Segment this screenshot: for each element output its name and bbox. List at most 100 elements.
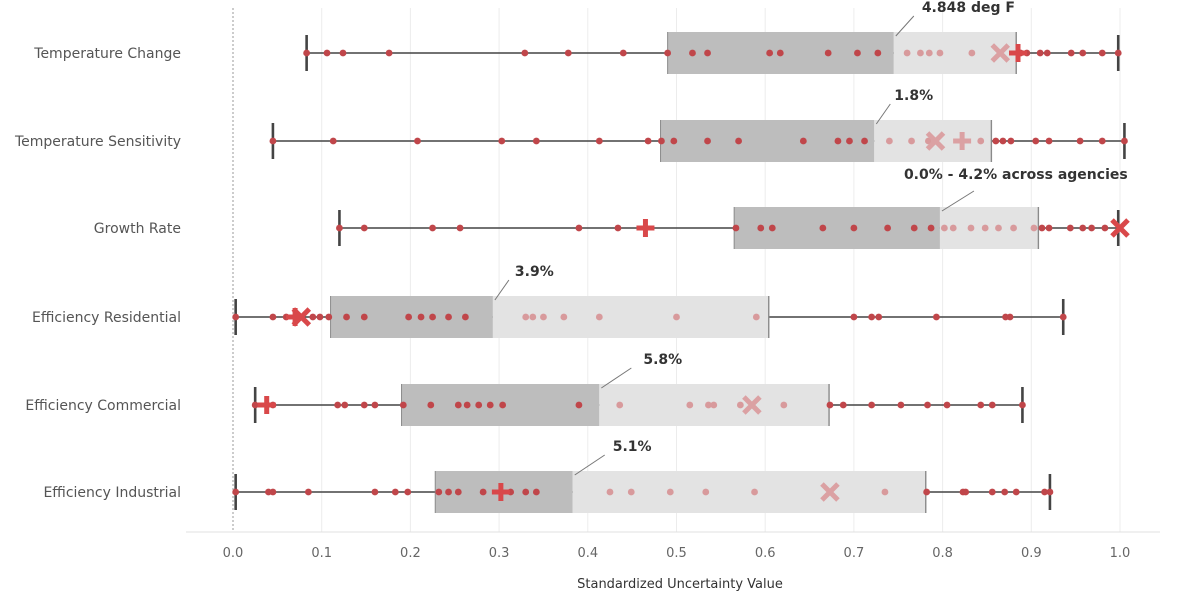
data-point: [316, 313, 324, 321]
data-point: [627, 488, 635, 496]
data-point: [1041, 488, 1049, 496]
data-point: [323, 49, 331, 57]
data-point: [710, 401, 718, 409]
box-upper-half: [893, 32, 1017, 74]
data-point: [981, 224, 989, 232]
data-point: [325, 313, 333, 321]
data-point: [897, 401, 905, 409]
data-point: [702, 488, 710, 496]
data-point: [936, 49, 944, 57]
annotation-leader: [941, 190, 975, 212]
x-tick-label: 0.5: [666, 546, 687, 561]
median-annotation: 3.9%: [515, 264, 554, 280]
x-tick-label: 0.6: [755, 546, 776, 561]
plus-marker: [636, 219, 655, 237]
data-point: [925, 49, 933, 57]
data-point: [1019, 401, 1026, 409]
data-point: [360, 224, 368, 232]
data-point: [404, 488, 412, 496]
data-point: [1046, 488, 1054, 496]
x-tick-label: 0.3: [489, 546, 510, 561]
data-point: [846, 137, 853, 145]
data-point: [560, 313, 568, 321]
box-row: 0.0% - 4.2% across agencies: [336, 167, 1130, 249]
grid-layer: [186, 8, 1160, 533]
category-label: Efficiency Industrial: [43, 485, 181, 501]
x-tick-label: 0.9: [1021, 546, 1042, 561]
data-point: [360, 401, 368, 409]
data-point: [977, 401, 985, 409]
data-point: [1030, 224, 1038, 232]
data-point: [735, 137, 742, 145]
data-point: [977, 137, 985, 145]
data-point: [1076, 137, 1084, 145]
data-point: [884, 224, 892, 232]
data-point: [704, 49, 711, 57]
data-point: [429, 224, 436, 232]
category-label: Growth Rate: [94, 221, 181, 237]
category-label: Temperature Sensitivity: [14, 134, 181, 150]
data-point: [968, 49, 976, 57]
box-lower-half: [660, 120, 875, 162]
data-point: [736, 401, 744, 409]
data-point: [988, 488, 996, 496]
box-upper-half: [492, 296, 769, 338]
data-point: [664, 49, 672, 57]
data-point: [885, 137, 893, 145]
data-point: [529, 313, 537, 321]
category-label: Efficiency Residential: [32, 310, 181, 326]
data-point: [666, 488, 674, 496]
data-point: [925, 137, 932, 145]
data-point: [595, 313, 603, 321]
data-point: [850, 224, 858, 232]
data-point: [454, 488, 462, 496]
data-point: [752, 313, 760, 321]
rows-layer: 4.848 deg F 1.8% 0.0% - 4.2% across agenci…: [232, 0, 1130, 513]
x-marker: [990, 43, 1011, 63]
data-point: [1079, 49, 1087, 57]
data-point: [704, 137, 711, 145]
data-point: [943, 401, 951, 409]
data-point: [435, 488, 443, 496]
data-point: [799, 137, 807, 145]
data-point: [343, 313, 350, 321]
plus-marker: [953, 132, 972, 150]
data-point: [1079, 224, 1087, 232]
x-tick-label: 0.2: [400, 546, 421, 561]
data-point: [269, 488, 277, 496]
data-point: [1114, 49, 1122, 57]
data-point: [616, 401, 624, 409]
data-point: [575, 401, 583, 409]
data-point: [995, 224, 1002, 232]
data-point: [999, 137, 1007, 145]
data-point: [1101, 224, 1109, 232]
x-marker: [291, 307, 312, 327]
data-point: [371, 401, 379, 409]
data-point: [949, 224, 957, 232]
data-point: [540, 313, 547, 321]
x-marker: [1110, 218, 1130, 238]
data-point: [532, 137, 540, 145]
x-tick-label: 0.4: [577, 546, 598, 561]
data-point: [1045, 137, 1053, 145]
data-point: [854, 49, 861, 57]
data-point: [1121, 137, 1128, 145]
data-point: [824, 49, 832, 57]
x-tick-label: 0.1: [311, 546, 332, 561]
data-point: [475, 401, 483, 409]
data-point: [932, 313, 940, 321]
data-point: [751, 488, 758, 496]
data-point: [339, 49, 347, 57]
data-point: [766, 49, 774, 57]
data-point: [1010, 224, 1017, 232]
box-row: 3.9%: [232, 264, 1067, 338]
annotation-leader: [601, 367, 632, 389]
data-point: [927, 224, 935, 232]
annotation-leader: [574, 454, 605, 476]
data-point: [658, 137, 665, 145]
data-point: [454, 401, 462, 409]
x-tick-label: 1.0: [1110, 546, 1131, 561]
data-point: [341, 401, 349, 409]
x-axis: 0.0 0.1 0.2 0.3 0.4 0.5 0.6 0.7 0.8 0.9 1.0: [223, 546, 1131, 561]
